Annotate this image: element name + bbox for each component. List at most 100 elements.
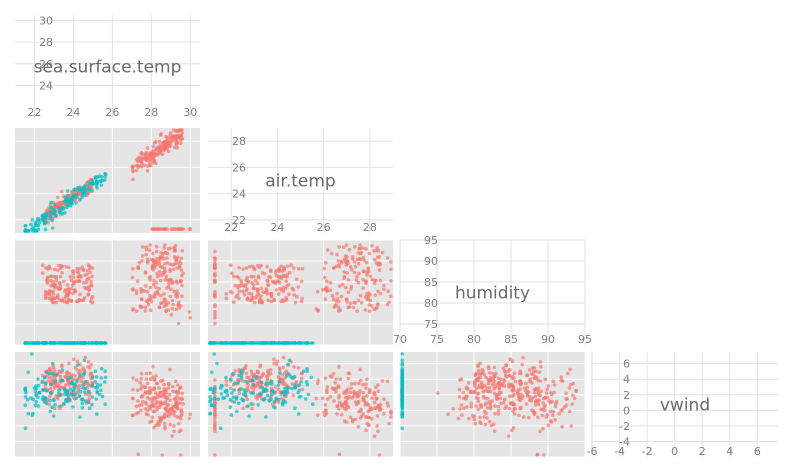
- data-point: [135, 279, 140, 284]
- data-point: [159, 293, 163, 298]
- data-point: [536, 391, 541, 395]
- data-point: [224, 383, 229, 387]
- data-point: [213, 304, 217, 309]
- data-point: [265, 393, 270, 398]
- data-point: [162, 387, 166, 391]
- data-point: [44, 266, 48, 270]
- data-point: [40, 263, 45, 268]
- data-point: [303, 397, 308, 401]
- data-point: [135, 388, 140, 393]
- data-point: [41, 387, 45, 392]
- data-point: [56, 195, 60, 200]
- data-point: [81, 341, 85, 345]
- data-point: [87, 181, 92, 186]
- panel-background: [15, 240, 200, 345]
- data-point: [41, 213, 45, 217]
- data-point: [163, 145, 167, 150]
- data-point: [244, 379, 248, 384]
- data-point: [535, 453, 539, 457]
- data-point: [168, 262, 172, 267]
- x-tick-label: 28: [363, 221, 377, 234]
- data-point: [343, 285, 348, 290]
- data-point: [271, 405, 276, 409]
- data-point: [305, 382, 310, 387]
- data-point: [155, 392, 160, 397]
- data-point: [213, 290, 217, 294]
- data-point: [529, 398, 534, 403]
- data-point: [90, 188, 94, 193]
- data-point: [100, 341, 104, 345]
- data-point: [41, 218, 46, 223]
- data-point: [134, 289, 139, 293]
- data-point: [103, 341, 108, 345]
- data-point: [323, 403, 328, 407]
- data-point: [166, 284, 171, 289]
- data-point: [77, 394, 82, 398]
- data-point: [373, 406, 378, 410]
- data-point: [160, 152, 165, 156]
- data-point: [61, 379, 65, 383]
- data-point: [276, 275, 281, 279]
- y-tick-label: 4: [623, 373, 630, 386]
- data-point: [160, 254, 165, 259]
- data-point: [367, 423, 371, 428]
- data-point: [331, 297, 336, 302]
- data-point: [225, 341, 229, 345]
- data-point: [73, 374, 77, 378]
- data-point: [400, 352, 405, 356]
- data-point: [162, 304, 166, 309]
- data-point: [269, 293, 274, 297]
- data-point: [362, 269, 366, 274]
- data-point: [236, 380, 240, 385]
- data-point: [213, 416, 217, 421]
- data-point: [99, 183, 104, 187]
- data-point: [33, 403, 38, 408]
- data-point: [364, 279, 368, 284]
- data-point: [461, 390, 466, 395]
- data-point: [148, 152, 152, 157]
- data-point: [530, 408, 534, 412]
- data-point: [348, 265, 353, 269]
- data-point: [269, 393, 274, 397]
- data-point: [84, 280, 89, 285]
- data-point: [145, 381, 150, 386]
- x-tick-label: 95: [578, 333, 592, 346]
- data-point: [157, 386, 161, 390]
- data-point: [400, 369, 405, 374]
- data-point: [137, 260, 142, 265]
- data-point: [485, 406, 490, 410]
- data-point: [346, 376, 351, 381]
- data-point: [376, 248, 381, 253]
- data-point: [250, 295, 254, 299]
- data-point: [350, 267, 354, 272]
- data-point: [281, 285, 286, 290]
- data-point: [497, 387, 502, 391]
- data-point: [502, 369, 507, 373]
- data-point: [336, 305, 341, 310]
- data-point: [36, 404, 41, 408]
- data-point: [376, 289, 380, 294]
- data-point: [299, 394, 303, 399]
- data-point: [550, 413, 555, 418]
- data-point: [552, 383, 557, 387]
- data-point: [389, 279, 393, 283]
- data-point: [492, 422, 496, 427]
- data-point: [237, 266, 241, 270]
- data-point: [131, 177, 135, 182]
- data-point: [168, 398, 172, 403]
- data-point: [147, 248, 152, 252]
- data-point: [278, 371, 282, 375]
- data-point: [231, 395, 236, 400]
- data-point: [172, 267, 176, 272]
- data-point: [400, 386, 405, 391]
- data-point: [62, 206, 66, 211]
- data-point: [493, 404, 497, 408]
- data-point: [382, 287, 386, 292]
- data-point: [103, 402, 107, 406]
- data-point: [385, 379, 390, 384]
- data-point: [54, 394, 58, 398]
- variable-label: vwind: [660, 396, 710, 416]
- data-point: [259, 384, 263, 389]
- data-point: [367, 390, 372, 395]
- data-point: [376, 383, 380, 387]
